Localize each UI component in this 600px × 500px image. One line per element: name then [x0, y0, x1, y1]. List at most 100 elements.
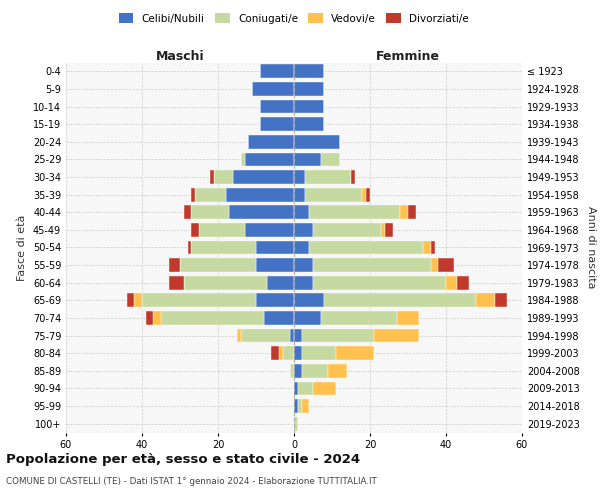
Bar — [260, 100, 294, 114]
Bar — [294, 258, 313, 272]
Bar — [423, 240, 431, 254]
Bar — [325, 294, 476, 307]
Bar — [184, 206, 191, 219]
Bar — [309, 206, 400, 219]
Bar — [294, 170, 305, 184]
Bar — [188, 240, 191, 254]
Bar — [294, 223, 313, 237]
Bar — [191, 223, 199, 237]
Bar — [161, 311, 263, 325]
Text: Maschi: Maschi — [155, 50, 205, 62]
Text: COMUNE DI CASTELLI (TE) - Dati ISTAT 1° gennaio 2024 - Elaborazione TUTTITALIA.I: COMUNE DI CASTELLI (TE) - Dati ISTAT 1° … — [6, 478, 377, 486]
Bar — [294, 276, 313, 289]
Bar — [294, 417, 298, 430]
Bar — [294, 64, 325, 78]
Bar — [191, 206, 229, 219]
Bar — [302, 364, 328, 378]
Bar — [169, 258, 180, 272]
Bar — [260, 64, 294, 78]
Bar — [271, 346, 279, 360]
Bar — [294, 364, 302, 378]
Bar — [313, 276, 446, 289]
Bar — [431, 240, 434, 254]
Bar — [294, 240, 309, 254]
Bar — [294, 311, 320, 325]
Bar — [256, 258, 294, 272]
Bar — [309, 240, 423, 254]
Bar — [180, 258, 256, 272]
Bar — [385, 223, 393, 237]
Bar — [298, 382, 313, 396]
Bar — [439, 258, 454, 272]
Bar — [283, 346, 294, 360]
Y-axis label: Anni di nascita: Anni di nascita — [586, 206, 596, 289]
Bar — [191, 240, 256, 254]
Bar — [294, 328, 302, 342]
Bar — [252, 82, 294, 96]
Bar — [302, 399, 309, 413]
Bar — [154, 311, 161, 325]
Bar — [256, 294, 294, 307]
Bar — [226, 188, 294, 202]
Bar — [313, 223, 382, 237]
Bar — [382, 223, 385, 237]
Bar — [237, 328, 241, 342]
Bar — [290, 328, 294, 342]
Bar — [214, 170, 233, 184]
Y-axis label: Fasce di età: Fasce di età — [17, 214, 27, 280]
Bar — [457, 276, 469, 289]
Bar — [245, 223, 294, 237]
Bar — [298, 399, 302, 413]
Bar — [496, 294, 507, 307]
Bar — [268, 276, 294, 289]
Bar — [279, 346, 283, 360]
Bar — [248, 135, 294, 148]
Bar — [260, 118, 294, 131]
Bar — [305, 188, 362, 202]
Bar — [290, 364, 294, 378]
Bar — [294, 399, 298, 413]
Bar — [294, 346, 302, 360]
Bar — [431, 258, 439, 272]
Bar — [294, 152, 320, 166]
Text: Popolazione per età, sesso e stato civile - 2024: Popolazione per età, sesso e stato civil… — [6, 452, 360, 466]
Bar — [366, 188, 370, 202]
Bar — [294, 135, 340, 148]
Bar — [313, 258, 431, 272]
Bar — [233, 170, 294, 184]
Bar — [245, 152, 294, 166]
Bar — [256, 240, 294, 254]
Bar — [169, 276, 184, 289]
Bar — [241, 328, 290, 342]
Bar — [211, 170, 214, 184]
Bar — [134, 294, 142, 307]
Bar — [294, 82, 325, 96]
Bar — [374, 328, 419, 342]
Bar — [191, 188, 195, 202]
Bar — [142, 294, 256, 307]
Bar — [328, 364, 347, 378]
Bar — [229, 206, 294, 219]
Bar — [294, 206, 309, 219]
Bar — [305, 170, 351, 184]
Bar — [195, 188, 226, 202]
Bar — [351, 170, 355, 184]
Bar — [400, 206, 408, 219]
Bar — [184, 276, 268, 289]
Bar — [362, 188, 366, 202]
Bar — [397, 311, 419, 325]
Bar — [313, 382, 336, 396]
Bar — [199, 223, 245, 237]
Bar — [408, 206, 416, 219]
Bar — [476, 294, 496, 307]
Bar — [336, 346, 374, 360]
Bar — [446, 276, 457, 289]
Bar — [302, 328, 374, 342]
Legend: Celibi/Nubili, Coniugati/e, Vedovi/e, Divorziati/e: Celibi/Nubili, Coniugati/e, Vedovi/e, Di… — [116, 10, 472, 27]
Bar — [127, 294, 134, 307]
Bar — [294, 294, 325, 307]
Bar — [146, 311, 154, 325]
Bar — [302, 346, 336, 360]
Bar — [320, 152, 340, 166]
Bar — [263, 311, 294, 325]
